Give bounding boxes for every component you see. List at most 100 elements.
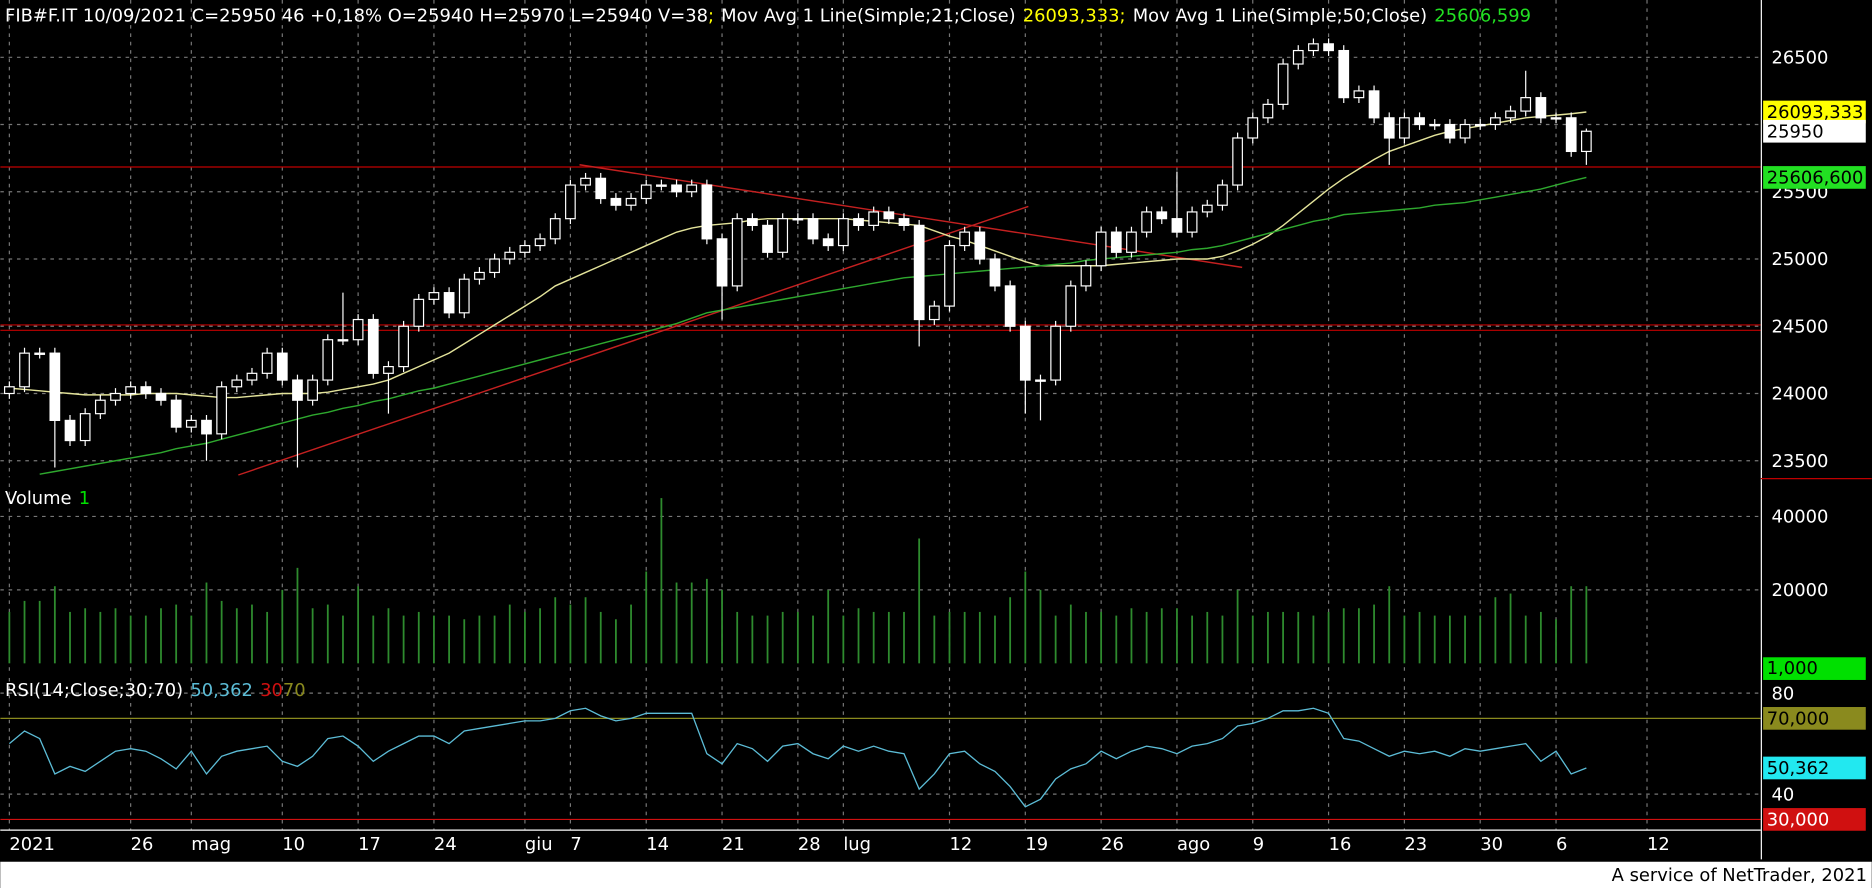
candle-body bbox=[110, 392, 121, 401]
header-part: Mov Avg 1 Line(Simple;50;Close) bbox=[1133, 6, 1427, 27]
trend-line bbox=[238, 205, 1029, 476]
candle-body bbox=[686, 184, 698, 193]
volume-bar bbox=[933, 615, 936, 664]
candle-body bbox=[1535, 97, 1547, 119]
x-tick-label: 6 bbox=[1556, 834, 1567, 855]
candle-body bbox=[1141, 211, 1152, 233]
volume-bar bbox=[903, 611, 905, 664]
volume-bar bbox=[842, 615, 845, 664]
volume-bar bbox=[645, 571, 648, 664]
candle-body bbox=[1520, 97, 1532, 112]
rsi-panel bbox=[0, 677, 1761, 830]
header-part: 70 bbox=[283, 680, 306, 701]
volume-bar bbox=[1009, 597, 1012, 664]
volume-bar bbox=[1479, 615, 1482, 664]
candle-body bbox=[640, 184, 652, 200]
candle-body bbox=[64, 419, 76, 442]
candle-body bbox=[276, 352, 288, 381]
volume-bar bbox=[342, 615, 344, 664]
volume-bar bbox=[38, 600, 41, 664]
volume-bar bbox=[569, 604, 572, 664]
candle-body bbox=[1217, 184, 1228, 206]
axis-value-label: 50,362 bbox=[1767, 758, 1830, 779]
candle-body bbox=[1565, 117, 1577, 153]
candle-body bbox=[367, 318, 379, 374]
volume-bar bbox=[1145, 611, 1148, 664]
volume-bar bbox=[205, 582, 208, 664]
axis-value-label: 25950 bbox=[1767, 121, 1824, 142]
candle-body bbox=[1474, 123, 1486, 127]
candle-body bbox=[1292, 49, 1304, 65]
header-part: Mov Avg 1 Line(Simple;21;Close) bbox=[721, 6, 1015, 27]
volume-bar bbox=[599, 611, 602, 664]
candle-body bbox=[868, 211, 880, 226]
candle-body bbox=[1429, 123, 1441, 127]
volume-bar bbox=[99, 611, 102, 664]
volume-bar bbox=[433, 615, 435, 664]
x-tick-label: 7 bbox=[570, 834, 581, 855]
x-tick-label: 10 bbox=[282, 834, 305, 855]
candle-body bbox=[1383, 117, 1395, 139]
candle-body bbox=[883, 211, 895, 220]
volume-bar bbox=[144, 615, 147, 664]
volume-bar bbox=[8, 611, 11, 664]
volume-bar bbox=[1312, 615, 1315, 664]
x-tick-label: 16 bbox=[1329, 834, 1352, 855]
panel-header: Volume 1 bbox=[5, 488, 90, 509]
header-part: 26093,333 bbox=[1023, 6, 1120, 27]
x-tick-label: 9 bbox=[1253, 834, 1264, 855]
volume-bar bbox=[1024, 571, 1027, 664]
volume-bar bbox=[1464, 615, 1466, 664]
candle-body bbox=[1126, 231, 1137, 253]
axis-value-label: 26093,333 bbox=[1767, 102, 1864, 123]
candle-body bbox=[1262, 103, 1274, 119]
candle-body bbox=[1550, 117, 1562, 120]
candle-body bbox=[49, 352, 61, 421]
volume-bar bbox=[857, 608, 860, 664]
volume-bar bbox=[675, 582, 678, 664]
candle-body bbox=[1050, 325, 1062, 381]
volume-bar bbox=[812, 615, 814, 664]
x-tick-label: 23 bbox=[1404, 834, 1427, 855]
volume-bar bbox=[978, 611, 981, 664]
volume-bar bbox=[1221, 615, 1224, 664]
candle-body bbox=[944, 244, 955, 307]
volume-bar bbox=[721, 589, 723, 664]
x-tick-label: lug bbox=[843, 834, 871, 855]
axis-value-label: 30,000 bbox=[1767, 810, 1830, 831]
candle-body bbox=[1019, 325, 1031, 381]
volume-bar bbox=[796, 611, 799, 664]
candle-body bbox=[155, 392, 167, 401]
candle-body bbox=[383, 366, 394, 374]
volume-bar bbox=[690, 582, 693, 664]
volume-bar bbox=[1358, 608, 1360, 664]
candle-body bbox=[1004, 285, 1016, 327]
candle-body bbox=[1505, 110, 1516, 119]
candle-body bbox=[1308, 43, 1319, 52]
candle-body bbox=[1459, 123, 1471, 139]
volume-bar bbox=[1297, 611, 1300, 664]
volume-bar bbox=[1176, 608, 1178, 664]
candle-body bbox=[322, 339, 334, 381]
candle-body bbox=[140, 386, 152, 395]
candle-body bbox=[19, 352, 30, 388]
volume-bar bbox=[827, 589, 830, 664]
candle-body bbox=[170, 399, 182, 428]
candle-body bbox=[504, 251, 516, 260]
candle-body bbox=[959, 231, 971, 247]
candle-body bbox=[1110, 231, 1122, 253]
header-part: ; bbox=[1120, 6, 1126, 27]
volume-bar bbox=[1373, 604, 1375, 664]
candle-body bbox=[474, 271, 485, 280]
candle-body bbox=[792, 218, 804, 221]
candle-body bbox=[1156, 211, 1168, 220]
volume-bar bbox=[357, 586, 360, 664]
candle-body bbox=[458, 278, 470, 314]
candle-body bbox=[580, 177, 591, 186]
x-tick-label: ago bbox=[1177, 834, 1210, 855]
header-part: 1 bbox=[79, 488, 90, 509]
volume-bar bbox=[994, 615, 996, 664]
volume-bar bbox=[129, 615, 132, 664]
volume-bar bbox=[1509, 593, 1512, 664]
candle-body bbox=[1247, 117, 1259, 139]
